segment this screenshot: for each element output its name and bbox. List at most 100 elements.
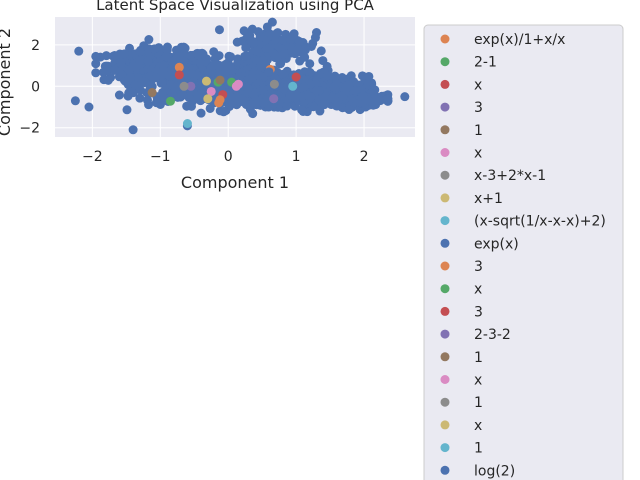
cloud-point	[277, 69, 287, 79]
cloud-point	[319, 100, 329, 110]
series-point	[269, 94, 279, 104]
cloud-point	[358, 91, 368, 101]
legend-marker	[440, 443, 450, 453]
cloud-point	[143, 56, 153, 66]
legend-marker	[440, 193, 450, 203]
legend-marker	[440, 57, 450, 67]
cloud-point	[135, 46, 145, 56]
cloud-point	[333, 101, 343, 111]
cloud-point	[400, 92, 410, 102]
legend-label: log(2)	[474, 463, 515, 479]
cloud-point	[144, 44, 154, 54]
series-point	[174, 70, 184, 80]
cloud-point	[144, 35, 154, 45]
y-axis-title: Component 2	[0, 28, 14, 136]
cloud-point	[337, 73, 347, 83]
cloud-point	[157, 78, 167, 88]
legend-marker	[440, 238, 450, 248]
series-point	[147, 88, 157, 98]
plot-area	[55, 17, 415, 137]
cloud-point	[225, 99, 235, 109]
cloud-point	[293, 44, 303, 54]
cloud-point	[279, 49, 289, 59]
series-point	[215, 95, 225, 105]
cloud-point	[221, 67, 231, 77]
legend-marker	[440, 420, 450, 430]
legend-marker	[440, 352, 450, 362]
cloud-point	[123, 76, 133, 86]
legend-label: 1	[474, 395, 483, 411]
cloud-point	[211, 60, 221, 70]
series-point	[215, 75, 225, 85]
series-point	[206, 86, 216, 96]
cloud-point	[180, 43, 190, 53]
legend-label: exp(x)	[474, 236, 519, 252]
cloud-point	[193, 92, 203, 102]
cloud-point	[329, 94, 339, 104]
cloud-point	[383, 96, 393, 106]
cloud-point	[84, 102, 94, 112]
x-tick-label: 1	[292, 149, 301, 165]
legend-label: 3	[474, 304, 483, 320]
legend-marker	[440, 397, 450, 407]
cloud-point	[91, 59, 101, 69]
cloud-point	[286, 34, 296, 44]
cloud-point	[245, 100, 255, 110]
series-point	[288, 81, 298, 91]
cloud-point	[99, 75, 109, 85]
y-tick-label: 2	[31, 38, 40, 54]
y-tick-label: −2	[19, 121, 40, 137]
cloud-point	[110, 51, 120, 61]
legend-label: 2-1	[474, 55, 497, 71]
legend-label: 3	[474, 100, 483, 116]
x-tick-labels: −2 −1 0 1 2	[82, 149, 368, 165]
cloud-point	[164, 71, 174, 81]
cloud-point	[214, 25, 224, 35]
cloud-point	[234, 71, 244, 81]
cloud-point	[196, 58, 206, 68]
cloud-point	[226, 52, 236, 62]
cloud-point	[243, 83, 253, 93]
cloud-point	[219, 107, 229, 117]
cloud-point	[294, 36, 304, 46]
cloud-point	[368, 100, 378, 110]
cloud-point	[151, 98, 161, 108]
cloud-point	[293, 91, 303, 101]
cloud-point	[74, 46, 84, 56]
series-point	[312, 85, 322, 95]
legend-marker	[440, 284, 450, 294]
legend-label: 1	[474, 441, 483, 457]
cloud-point	[157, 70, 167, 80]
cloud-point	[278, 35, 288, 45]
cloud-point	[214, 51, 224, 61]
cloud-point	[267, 17, 277, 27]
cloud-point	[196, 108, 206, 118]
legend-marker	[440, 34, 450, 44]
x-tick-label: −2	[82, 149, 103, 165]
cloud-point	[114, 90, 124, 100]
legend-marker	[440, 465, 450, 475]
cloud-point	[318, 56, 328, 66]
legend-label: 2-3-2	[474, 327, 511, 343]
cloud-point	[271, 29, 281, 39]
x-axis-title: Component 1	[181, 173, 289, 192]
legend: exp(x)/1+x/x 2-1 x 3 1 x x-3+2*x-1 x+1 (x-sqrt(1…	[423, 24, 624, 480]
cloud-point	[182, 101, 192, 111]
legend-marker	[440, 216, 450, 226]
highlighted-points	[147, 62, 322, 129]
cloud-point	[91, 68, 101, 78]
cloud-point	[329, 82, 339, 92]
legend-marker	[440, 102, 450, 112]
cloud-point	[258, 55, 268, 65]
series-point	[269, 79, 279, 89]
legend-marker	[440, 79, 450, 89]
series-point	[203, 94, 213, 104]
cloud-point	[247, 36, 257, 46]
legend-frame	[423, 24, 624, 480]
cloud-point	[128, 125, 138, 135]
cloud-point	[109, 65, 119, 75]
legend-label: exp(x)/1+x/x	[474, 32, 565, 48]
legend-label: x	[474, 418, 482, 434]
cloud-point	[364, 71, 374, 81]
